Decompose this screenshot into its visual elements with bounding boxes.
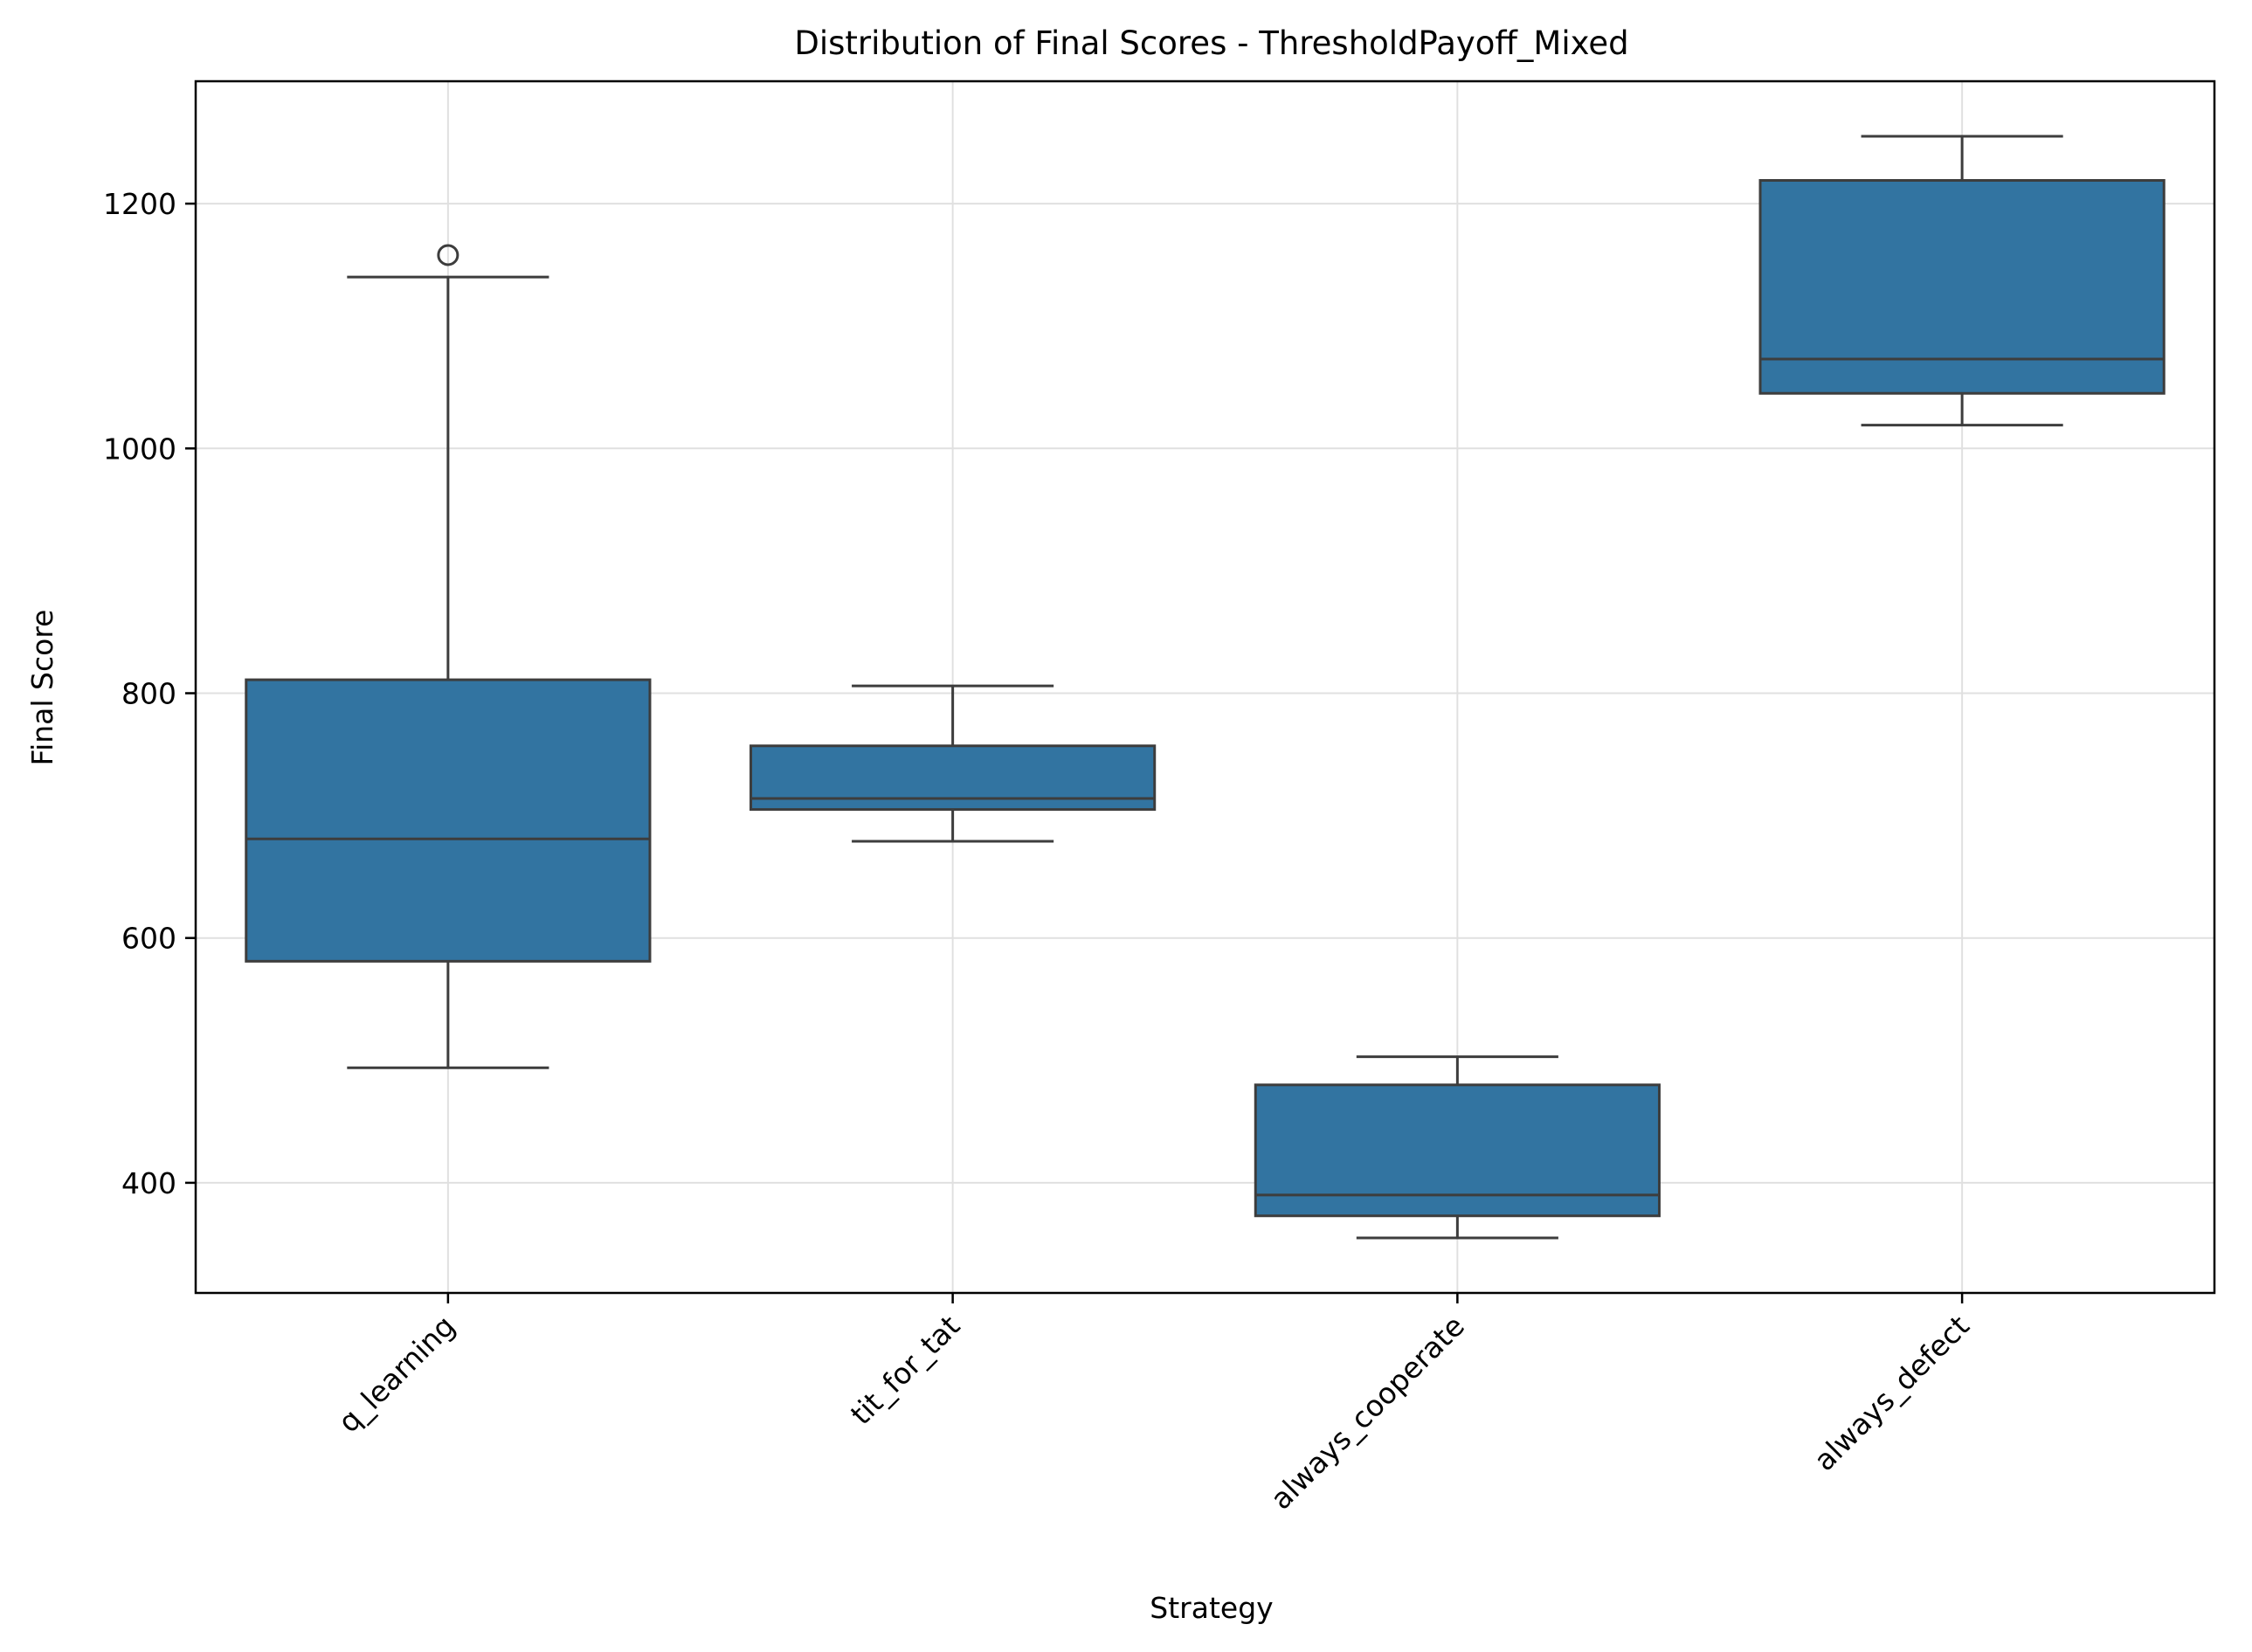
- box-group-tit-for-tat: [750, 684, 1157, 843]
- plot-area-frame: [194, 79, 2216, 1295]
- box-group-q-learning: [245, 244, 652, 1069]
- outlier-point: [437, 244, 459, 266]
- iqr-box: [245, 678, 652, 963]
- iqr-box: [750, 744, 1157, 812]
- y-axis-label: Final Score: [25, 610, 59, 766]
- chart-title: Distribution of Final Scores - Threshold…: [794, 24, 1628, 62]
- iqr-box: [1758, 178, 2166, 395]
- boxes: [245, 135, 2166, 1240]
- box-group-always-cooperate: [1254, 1055, 1661, 1240]
- x-axis-label: Strategy: [1150, 1591, 1273, 1625]
- y-tick-label: 1200: [103, 187, 176, 221]
- y-tick-label: 600: [121, 922, 176, 956]
- y-tick-label: 1000: [103, 432, 176, 466]
- box-group-always-defect: [1758, 135, 2166, 427]
- y-tick-label: 800: [121, 677, 176, 711]
- y-tick-label: 400: [121, 1166, 176, 1200]
